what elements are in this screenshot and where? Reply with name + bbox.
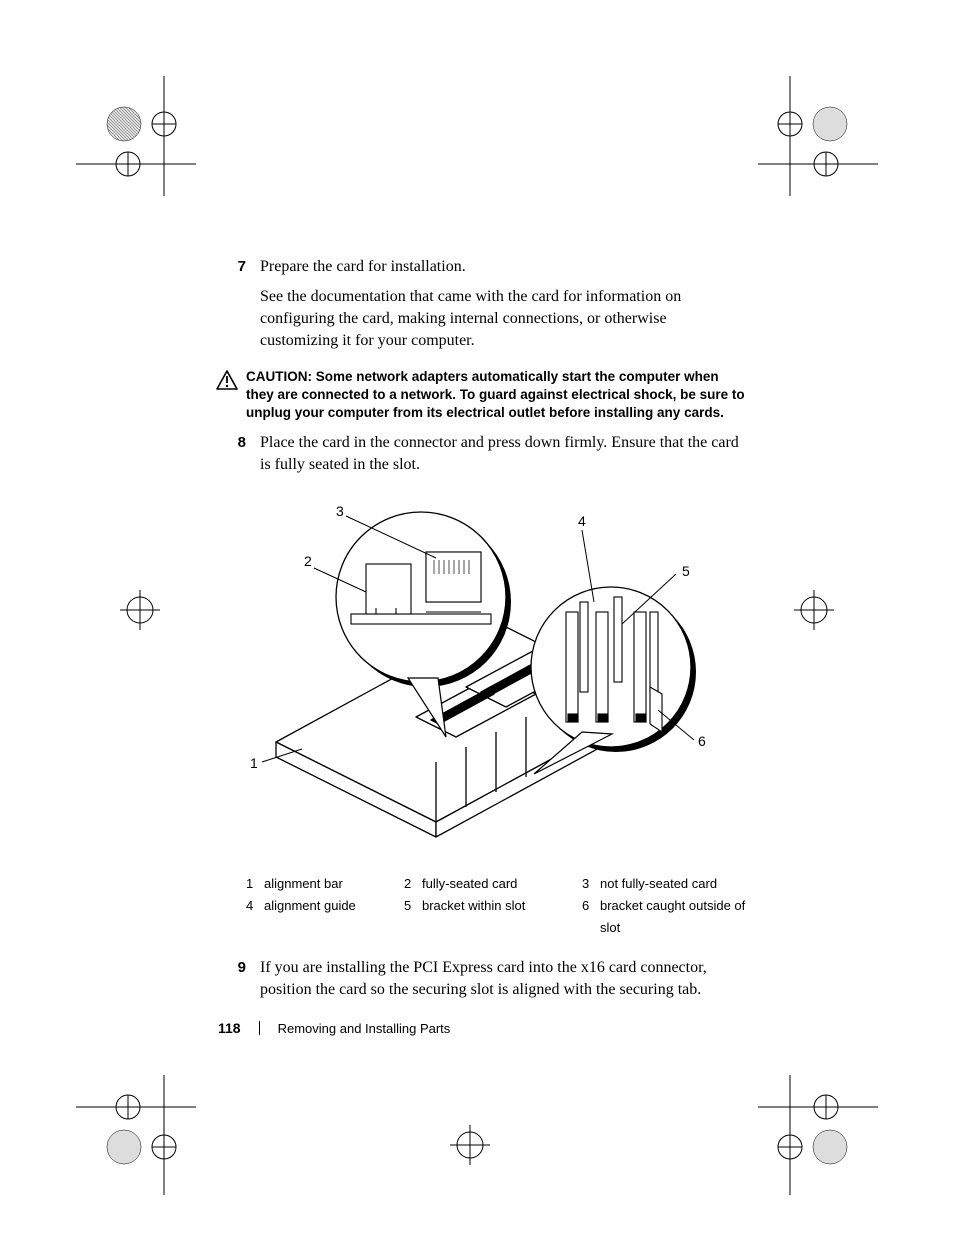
step-body: Place the card in the connector and pres… [260,432,746,484]
caution-icon [216,368,246,422]
callout-5: 5 [682,563,690,579]
caution-label: CAUTION: [246,369,316,384]
step-7-line2: See the documentation that came with the… [260,286,746,352]
regmark-bottom-left [76,1075,196,1195]
step-num: 8 [216,432,260,484]
callout-4: 4 [578,513,586,529]
step-body: If you are installing the PCI Express ca… [260,957,746,1009]
step-9-text: If you are installing the PCI Express ca… [260,957,746,1001]
legend-text: bracket within slot [422,895,582,939]
legend-num: 5 [404,895,422,939]
legend-row: 1 alignment bar 2 fully-seated card 3 no… [246,873,746,895]
step-body: Prepare the card for installation. See t… [260,256,746,360]
page-content: 7 Prepare the card for installation. See… [216,256,746,1015]
legend-row: 4 alignment guide 5 bracket within slot … [246,895,746,939]
step-num: 7 [216,256,260,360]
regmark-mid-right [784,580,844,640]
step-8-text: Place the card in the connector and pres… [260,432,746,476]
step-9: 9 If you are installing the PCI Express … [216,957,746,1009]
callout-1: 1 [250,755,258,771]
page-footer: 118 Removing and Installing Parts [218,1020,450,1036]
legend-num: 4 [246,895,264,939]
step-7-line1: Prepare the card for installation. [260,256,746,278]
legend-text: not fully-seated card [600,873,746,895]
legend-num: 2 [404,873,422,895]
step-7: 7 Prepare the card for installation. See… [216,256,746,360]
regmark-top-left [76,76,196,196]
page-number: 118 [218,1020,241,1036]
callout-6: 6 [698,733,706,749]
step-num: 9 [216,957,260,1009]
card-seating-diagram: 1 2 3 4 5 6 [236,502,746,857]
step-8: 8 Place the card in the connector and pr… [216,432,746,484]
legend-text: alignment bar [264,873,404,895]
legend-num: 1 [246,873,264,895]
legend-text: fully-seated card [422,873,582,895]
regmark-top-right [758,76,878,196]
diagram-legend: 1 alignment bar 2 fully-seated card 3 no… [246,873,746,939]
caution-body: Some network adapters automatically star… [246,369,745,420]
legend-num: 6 [582,895,600,939]
legend-text: alignment guide [264,895,404,939]
regmark-mid-left [110,580,170,640]
legend-num: 3 [582,873,600,895]
section-title: Removing and Installing Parts [278,1021,451,1036]
callout-3: 3 [336,503,344,519]
legend-text: bracket caught outside of slot [600,895,746,939]
regmark-bottom-right [758,1075,878,1195]
caution: CAUTION: Some network adapters automatic… [216,368,746,422]
regmark-mid-bottom [440,1115,500,1175]
caution-text: CAUTION: Some network adapters automatic… [246,368,746,422]
callout-2: 2 [304,553,312,569]
footer-separator [259,1021,260,1035]
